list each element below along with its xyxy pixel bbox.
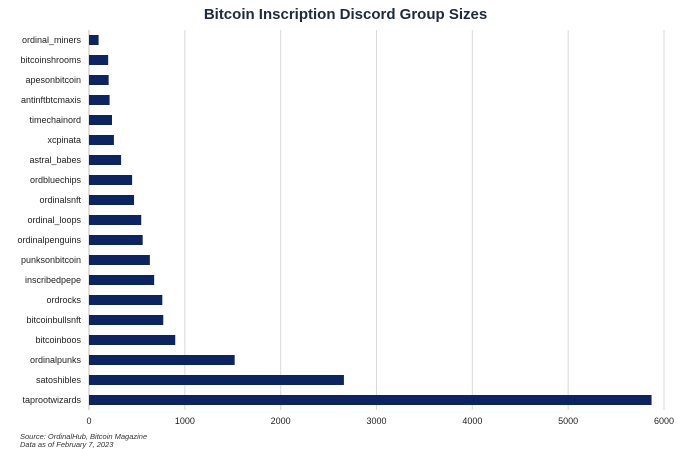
category-label: ordrocks [46, 295, 81, 305]
bar-ordbluechips [89, 175, 133, 185]
category-label: punksonbitcoin [21, 255, 81, 265]
category-label: ordbluechips [30, 175, 82, 185]
bar-bitcoinshrooms [89, 55, 109, 65]
bar-punksonbitcoin [89, 255, 150, 265]
source-line: Source: OrdinalHub, Bitcoin Magazine [20, 432, 148, 441]
bar-inscribedpepe [89, 275, 155, 285]
category-label: satoshibles [36, 375, 82, 385]
category-label: bitcoinbullsnft [26, 315, 81, 325]
grid-lines [88, 30, 665, 410]
bar-antinftbtcmaxis [89, 95, 110, 105]
category-label: ordinal_loops [27, 215, 81, 225]
x-tick-label: 1000 [175, 416, 195, 426]
bar-ordinal_loops [89, 215, 142, 225]
category-label: ordinalsnft [39, 195, 81, 205]
chart-title: Bitcoin Inscription Discord Group Sizes [203, 6, 488, 23]
bar-ordinalpunks [89, 355, 235, 365]
bar-timechainord [89, 115, 112, 125]
x-tick-label: 4000 [462, 416, 482, 426]
bar-satoshibles [89, 375, 344, 385]
x-tick-labels: 0 1000 2000 3000 4000 5000 6000 [86, 416, 674, 426]
x-tick-label: 6000 [654, 416, 674, 426]
category-labels: ordinal_miners bitcoinshrooms apesonbitcoi… [17, 35, 81, 405]
x-tick-label: 0 [86, 416, 91, 426]
category-label: ordinalpunks [30, 355, 82, 365]
category-label: bitcoinshrooms [20, 55, 81, 65]
bar-ordinal_miners [89, 35, 99, 45]
bar-ordrocks [89, 295, 163, 305]
category-label: xcpinata [47, 135, 81, 145]
bar-ordinalpenguins [89, 235, 143, 245]
bar-bitcoinboos [89, 335, 176, 345]
category-label: inscribedpepe [25, 275, 81, 285]
x-tick-label: 3000 [366, 416, 386, 426]
bar-xcpinata [89, 135, 114, 145]
category-label: timechainord [29, 115, 81, 125]
x-tick-label: 5000 [558, 416, 578, 426]
bar-ordinalsnft [89, 195, 135, 205]
category-label: antinftbtcmaxis [21, 95, 82, 105]
source-note: Source: OrdinalHub, Bitcoin Magazine Dat… [20, 433, 147, 449]
category-label: ordinalpenguins [17, 235, 81, 245]
category-label: taprootwizards [22, 395, 81, 405]
category-label: bitcoinboos [35, 335, 81, 345]
date-line: Data as of February 7, 2023 [20, 440, 114, 449]
x-tick-label: 2000 [271, 416, 291, 426]
bar-apesonbitcoin [89, 75, 109, 85]
bar-taprootwizards [89, 395, 652, 405]
bars [89, 35, 652, 405]
category-label: astral_babes [29, 155, 81, 165]
bar-astral_babes [89, 155, 122, 165]
bar-bitcoinbullsnft [89, 315, 164, 325]
category-label: ordinal_miners [22, 35, 82, 45]
category-label: apesonbitcoin [25, 75, 81, 85]
